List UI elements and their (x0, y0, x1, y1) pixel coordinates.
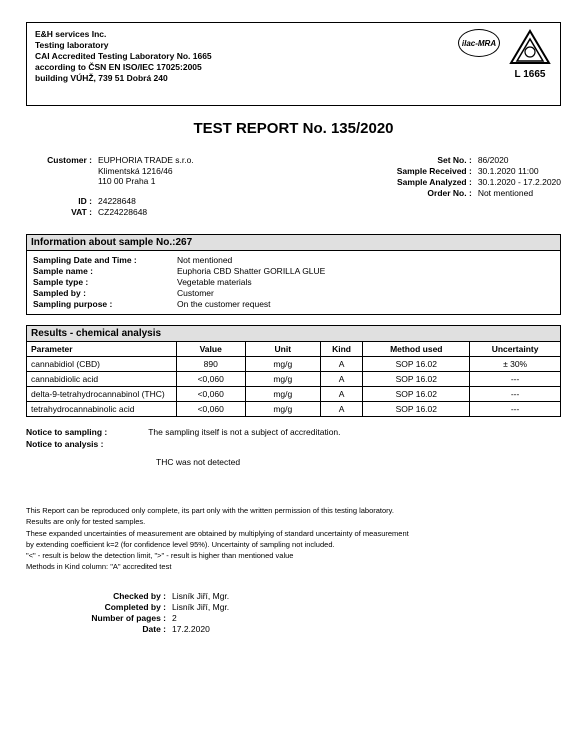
order-no: Not mentioned (478, 188, 533, 198)
info-section-head: Information about sample No.:267 (26, 234, 561, 250)
notice-sampling: Notice to sampling : The sampling itself… (26, 427, 561, 437)
cell-unc: --- (470, 402, 561, 417)
notice-analysis: Notice to analysis : (26, 439, 561, 449)
sample-type: Vegetable materials (177, 277, 252, 287)
l1665-label: L 1665 (508, 69, 552, 80)
cell-kind: A (320, 402, 363, 417)
disclaimer-block: This Report can be reproduced only compl… (26, 505, 561, 573)
customer-block: Customer : EUPHORIA TRADE s.r.o. Kliments… (26, 155, 194, 218)
l1665-logo-icon: L 1665 (508, 29, 552, 80)
sample-meta-block: Set No. :86/2020 Sample Received :30.1.2… (372, 155, 561, 218)
table-row: cannabidiolic acid<0,060mg/gASOP 16.02--… (27, 372, 561, 387)
thc-not-detected: THC was not detected (156, 457, 561, 467)
disclaimer-line: Results are only for tested samples. (26, 516, 561, 527)
cell-value: <0,060 (176, 387, 245, 402)
results-head: Results - chemical analysis (27, 326, 561, 342)
cell-kind: A (320, 372, 363, 387)
disclaimer-line: This Report can be reproduced only compl… (26, 505, 561, 516)
cell-value: 890 (176, 357, 245, 372)
header-box: E&H services Inc. Testing laboratory CAI… (26, 22, 561, 106)
customer-addr: Klimentská 1216/46 (98, 166, 194, 176)
completed-by: Lisník Jiří, Mgr. (172, 602, 229, 612)
table-row: delta-9-tetrahydrocannabinol (THC)<0,060… (27, 387, 561, 402)
accreditation-logos: ilac-MRA L 1665 (458, 29, 552, 80)
col-kind: Kind (320, 342, 363, 357)
sample-info-box: Sampling Date and Time :Not mentioned Sa… (26, 250, 561, 315)
cell-value: <0,060 (176, 402, 245, 417)
cell-method: SOP 16.02 (363, 372, 470, 387)
cell-unit: mg/g (245, 402, 320, 417)
disclaimer-line: by extending coefficient k=2 (for confid… (26, 539, 561, 550)
id-label: ID : (26, 196, 92, 206)
cell-param: delta-9-tetrahydrocannabinol (THC) (27, 387, 177, 402)
cell-unit: mg/g (245, 387, 320, 402)
customer-name: EUPHORIA TRADE s.r.o. (98, 155, 194, 165)
customer-vat: CZ24228648 (98, 207, 147, 217)
cell-param: tetrahydrocannabinolic acid (27, 402, 177, 417)
cell-kind: A (320, 387, 363, 402)
num-pages: 2 (172, 613, 177, 623)
cell-unit: mg/g (245, 357, 320, 372)
disclaimer-line: These expanded uncertainties of measurem… (26, 528, 561, 539)
col-uncertainty: Uncertainty (470, 342, 561, 357)
cell-param: cannabidiolic acid (27, 372, 177, 387)
col-value: Value (176, 342, 245, 357)
cell-kind: A (320, 357, 363, 372)
cell-method: SOP 16.02 (363, 357, 470, 372)
report-date: 17.2.2020 (172, 624, 210, 634)
cell-unc: ± 30% (470, 357, 561, 372)
cell-unc: --- (470, 372, 561, 387)
sampling-datetime: Not mentioned (177, 255, 232, 265)
ilac-mra-logo-icon: ilac-MRA (458, 29, 500, 80)
table-row: cannabidiol (CBD)890mg/gASOP 16.02± 30% (27, 357, 561, 372)
cell-value: <0,060 (176, 372, 245, 387)
sample-name: Euphoria CBD Shatter GORILLA GLUE (177, 266, 325, 276)
sampled-by: Customer (177, 288, 214, 298)
sampling-purpose: On the customer request (177, 299, 271, 309)
checked-by: Lisník Jiří, Mgr. (172, 591, 229, 601)
col-method: Method used (363, 342, 470, 357)
customer-label: Customer : (26, 155, 92, 165)
customer-addr: 110 00 Praha 1 (98, 176, 194, 186)
cell-unit: mg/g (245, 372, 320, 387)
cell-method: SOP 16.02 (363, 402, 470, 417)
set-no: 86/2020 (478, 155, 509, 165)
col-parameter: Parameter (27, 342, 177, 357)
results-table: Results - chemical analysis Parameter Va… (26, 325, 561, 417)
sample-analyzed: 30.1.2020 - 17.2.2020 (478, 177, 561, 187)
vat-label: VAT : (26, 207, 92, 217)
col-unit: Unit (245, 342, 320, 357)
table-row: tetrahydrocannabinolic acid<0,060mg/gASO… (27, 402, 561, 417)
cell-unc: --- (470, 387, 561, 402)
disclaimer-line: Methods in Kind column: "A" accredited t… (26, 561, 561, 572)
report-title: TEST REPORT No. 135/2020 (26, 120, 561, 137)
cell-param: cannabidiol (CBD) (27, 357, 177, 372)
disclaimer-line: "<" - result is below the detection limi… (26, 550, 561, 561)
signoff-block: Checked by :Lisník Jiří, Mgr. Completed … (26, 591, 561, 634)
cell-method: SOP 16.02 (363, 387, 470, 402)
sample-received: 30.1.2020 11:00 (478, 166, 539, 176)
customer-id: 24228648 (98, 196, 136, 206)
